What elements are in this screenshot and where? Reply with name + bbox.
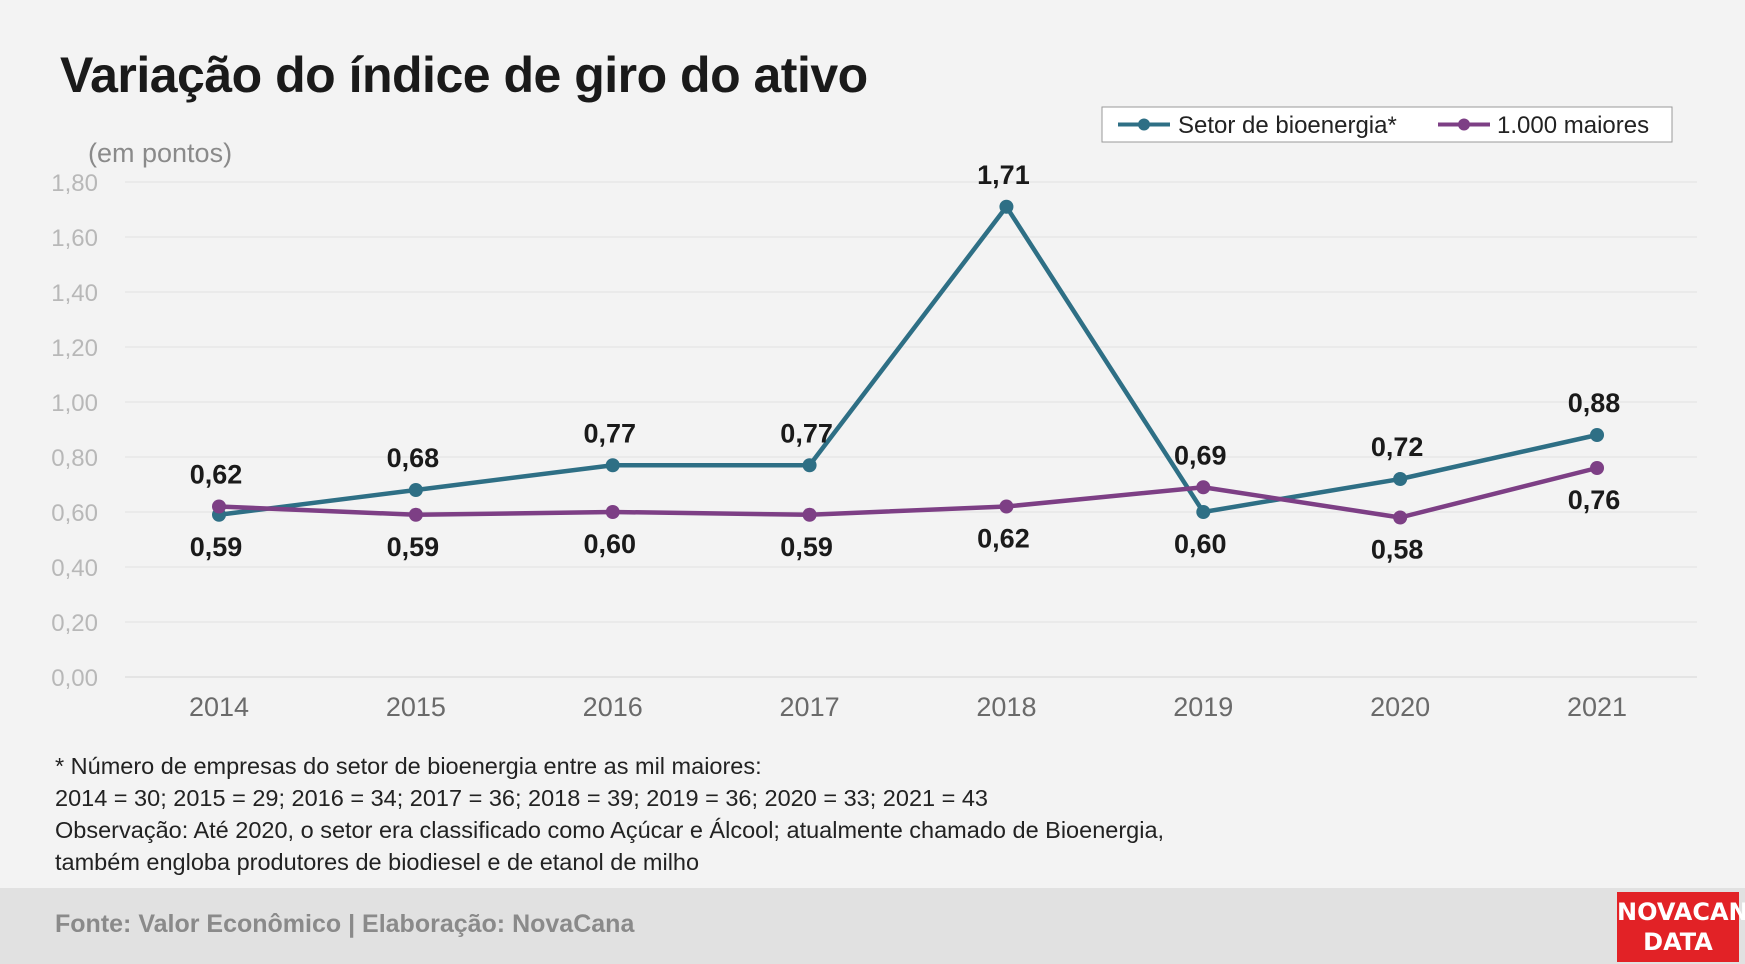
- data-point: [212, 499, 226, 514]
- y-tick-label: 0,60: [51, 500, 98, 527]
- data-point: [1590, 428, 1605, 442]
- data-label: 0,76: [1568, 485, 1621, 515]
- x-tick-label: 2015: [386, 692, 446, 722]
- y-axis-ticks: 0,00 0,20 0,40 0,60 0,80 1,00 1,20 1,40 1,60 1,80: [51, 170, 98, 692]
- legend-label-1000-maiores: 1.000 maiores: [1497, 112, 1649, 139]
- data-label: 0,60: [583, 529, 636, 559]
- series-line: [216, 465, 1600, 520]
- data-point: [802, 507, 817, 522]
- y-tick-label: 0,40: [51, 555, 98, 582]
- legend-marker-1000-maiores: [1458, 118, 1470, 131]
- data-label: 0,60: [1174, 529, 1227, 559]
- line-chart: 0,00 0,20 0,40 0,60 0,80 1,00 1,20 1,40 1,60 1,80…: [51, 106, 1697, 722]
- y-tick-label: 0,80: [51, 445, 98, 472]
- data-point: [1196, 505, 1211, 519]
- chart-title: Variação do índice de giro do ativo: [60, 47, 868, 103]
- data-label: 0,68: [387, 443, 440, 473]
- y-tick-label: 0,20: [51, 610, 98, 637]
- logo-text-bottom: DATA: [1643, 928, 1713, 956]
- y-tick-label: 1,20: [51, 335, 98, 362]
- legend-box: [1101, 106, 1673, 143]
- footer-bar: Fonte: Valor Econômico | Elaboração: Nov…: [0, 888, 1745, 964]
- data-label: 0,59: [387, 532, 440, 562]
- y-tick-label: 1,00: [51, 390, 98, 417]
- source-credit: Fonte: Valor Econômico | Elaboração: Nov…: [55, 910, 635, 938]
- logo-text-top: NOVACANA: [1617, 898, 1745, 926]
- x-tick-label: 2018: [976, 692, 1036, 722]
- data-point: [999, 499, 1014, 514]
- data-label: 0,69: [1174, 440, 1227, 470]
- y-tick-label: 1,40: [51, 280, 98, 307]
- novacana-data-logo: NOVACANA DATA: [1617, 892, 1745, 962]
- data-point: [408, 483, 423, 497]
- footnotes: * Número de empresas do setor de bioener…: [55, 750, 1164, 878]
- data-point: [408, 507, 423, 522]
- y-tick-label: 1,80: [51, 170, 98, 197]
- legend-label-bioenergia: Setor de bioenergia*: [1178, 112, 1397, 139]
- data-label: 0,77: [780, 418, 833, 448]
- x-axis-ticks: 2014 2015 2016 2017 2018 2019 2020 2021: [189, 692, 1627, 722]
- data-label: 0,58: [1371, 535, 1424, 565]
- data-point: [802, 458, 817, 473]
- x-tick-label: 2021: [1567, 692, 1627, 722]
- data-label: 0,62: [190, 460, 243, 490]
- x-tick-label: 2020: [1370, 692, 1430, 722]
- footnote-line: também engloba produtores de biodiesel e…: [55, 849, 700, 875]
- x-tick-label: 2019: [1173, 692, 1233, 722]
- y-axis-unit-label: (em pontos): [88, 138, 232, 168]
- x-tick-label: 2017: [780, 692, 840, 722]
- data-labels: 0,59 0,68 0,77 0,77 1,71 0,60 0,72 0,88 0,62 0,59…: [190, 160, 1621, 565]
- x-tick-label: 2016: [583, 692, 643, 722]
- data-point: [1590, 461, 1605, 475]
- data-point: [1196, 480, 1211, 495]
- data-point: [1393, 510, 1408, 525]
- y-tick-label: 1,60: [51, 225, 98, 252]
- footnote-line: Observação: Até 2020, o setor era classi…: [55, 817, 1165, 843]
- data-point: [1393, 472, 1408, 486]
- footnote-line: * Número de empresas do setor de bioener…: [55, 753, 762, 779]
- gridlines: [125, 181, 1697, 678]
- data-label: 0,72: [1371, 432, 1424, 462]
- data-label: 0,62: [977, 524, 1030, 554]
- data-point: [605, 458, 620, 473]
- legend-marker-bioenergia: [1138, 118, 1150, 131]
- data-label: 0,88: [1568, 388, 1621, 418]
- data-point: [605, 505, 620, 519]
- data-label: 0,59: [780, 532, 833, 562]
- footnote-line: 2014 = 30; 2015 = 29; 2016 = 34; 2017 = …: [55, 785, 989, 811]
- x-tick-label: 2014: [189, 692, 249, 722]
- data-label: 1,71: [977, 160, 1030, 190]
- series-line: [216, 204, 1600, 517]
- series-lines: [212, 199, 1605, 525]
- legend: Setor de bioenergia* 1.000 maiores: [1101, 106, 1673, 143]
- data-label: 0,59: [190, 532, 243, 562]
- y-tick-label: 0,00: [51, 665, 98, 692]
- data-label: 0,77: [583, 418, 636, 448]
- data-point: [999, 199, 1014, 214]
